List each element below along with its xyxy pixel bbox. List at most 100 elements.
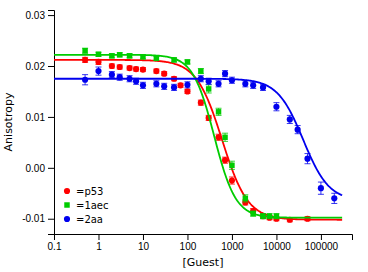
point xyxy=(267,213,272,218)
x-tick: 100 xyxy=(180,234,197,252)
error-bar xyxy=(206,78,212,84)
error-bar xyxy=(273,214,279,219)
point xyxy=(185,59,190,64)
point xyxy=(206,86,211,91)
error-bar xyxy=(242,81,248,87)
series xyxy=(54,57,342,223)
error-bar xyxy=(216,108,222,115)
x-tick: 100000 xyxy=(305,234,339,252)
error-bar xyxy=(171,84,177,90)
point xyxy=(161,83,167,89)
x-tick-label: 1000 xyxy=(221,241,244,252)
error-bar xyxy=(127,76,133,82)
point xyxy=(95,59,101,65)
point xyxy=(295,127,301,133)
point xyxy=(184,82,190,88)
y-tick-mark xyxy=(48,66,54,67)
y-tick-mark xyxy=(48,117,54,118)
point xyxy=(126,76,132,82)
chart: 0.1 1 10 100 1000 10000 100000 -0.01 0.00 0.01 0.0… xyxy=(0,0,368,272)
point xyxy=(127,53,132,58)
point xyxy=(260,213,266,219)
y-axis: -0.01 0.00 0.01 0.02 0.03 xyxy=(22,10,54,235)
point xyxy=(216,109,221,114)
error-bar xyxy=(222,157,228,163)
error-bar xyxy=(184,82,190,88)
x-tick: 10 xyxy=(138,234,150,252)
point xyxy=(229,163,234,168)
x-tick-label: 10 xyxy=(138,241,150,252)
error-bar xyxy=(260,214,266,219)
point xyxy=(95,68,101,74)
point xyxy=(198,68,203,73)
error-bar xyxy=(206,85,212,93)
x-tick-mark xyxy=(187,234,188,240)
x-tick: 1000 xyxy=(221,234,244,252)
error-bar xyxy=(287,115,293,123)
point xyxy=(154,56,159,61)
x-axis-title: [Guest] xyxy=(183,256,224,269)
error-bar xyxy=(109,54,115,58)
point xyxy=(117,64,123,70)
point xyxy=(243,196,248,201)
error-bar xyxy=(267,214,273,219)
error-bar xyxy=(109,72,115,78)
error-bar xyxy=(127,54,133,58)
error-bar xyxy=(171,58,177,62)
error-bar xyxy=(242,195,248,202)
error-bar xyxy=(229,177,235,184)
y-tick-label: 0.03 xyxy=(26,10,46,21)
point xyxy=(133,78,139,84)
x-tick-mark xyxy=(321,234,322,240)
point xyxy=(133,66,139,72)
point xyxy=(140,82,146,88)
x-tick-mark xyxy=(232,234,233,240)
error-bar xyxy=(95,59,101,64)
series xyxy=(54,48,342,219)
error-bar xyxy=(273,103,279,111)
point xyxy=(222,135,227,140)
y-tick: -0.01 xyxy=(22,213,54,224)
point xyxy=(222,71,228,77)
error-bar xyxy=(95,67,101,75)
x-tick: 10000 xyxy=(263,234,291,252)
error-bar xyxy=(216,134,222,140)
error-bar xyxy=(198,69,204,74)
point xyxy=(126,65,132,71)
point xyxy=(198,76,204,82)
point xyxy=(140,66,146,72)
point xyxy=(250,211,255,216)
y-tick-label: 0.02 xyxy=(26,61,46,72)
error-bar xyxy=(140,55,146,59)
point xyxy=(82,77,88,83)
point xyxy=(206,78,212,84)
point xyxy=(331,195,337,201)
x-tick: 0.1 xyxy=(48,234,62,252)
point xyxy=(222,157,228,163)
x-tick-label: 100 xyxy=(180,241,197,252)
error-bar xyxy=(260,84,266,90)
error-bar xyxy=(260,214,266,218)
error-bar xyxy=(229,77,235,83)
y-tick: 0.01 xyxy=(26,112,54,123)
y-tick-label: 0.00 xyxy=(26,163,46,174)
x-tick-label: 1 xyxy=(96,241,102,252)
legend-item: =1aec xyxy=(64,200,108,211)
y-axis-line xyxy=(48,11,55,235)
point xyxy=(229,177,235,183)
y-tick: 0.03 xyxy=(26,10,54,21)
error-bar xyxy=(82,57,88,62)
error-bar xyxy=(222,133,228,141)
error-bar xyxy=(216,81,222,87)
point xyxy=(215,81,221,87)
legend-marker xyxy=(64,188,70,194)
error-bar xyxy=(184,60,190,64)
point xyxy=(177,82,183,88)
point xyxy=(287,116,293,122)
y-tick: 0.00 xyxy=(26,163,54,174)
point xyxy=(140,54,145,59)
point xyxy=(184,88,190,94)
error-bar xyxy=(95,52,101,56)
x-tick-mark xyxy=(98,234,99,240)
error-bar xyxy=(229,161,235,169)
